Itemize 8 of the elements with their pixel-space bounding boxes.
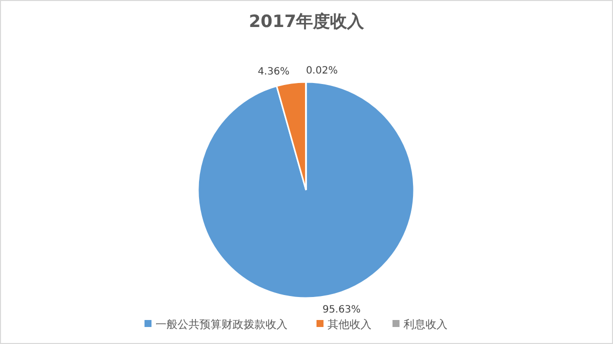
legend-label: 其他收入: [328, 318, 372, 331]
legend-label: 利息收入: [404, 318, 448, 331]
legend-label: 一般公共预算财政拨款收入: [156, 318, 288, 331]
data-label: 4.36%: [258, 66, 290, 78]
data-label: 95.63%: [322, 304, 361, 316]
pie-slice: [197, 81, 415, 299]
chart-title: 2017年度收入: [248, 12, 366, 32]
data-label: 0.02%: [306, 66, 338, 76]
